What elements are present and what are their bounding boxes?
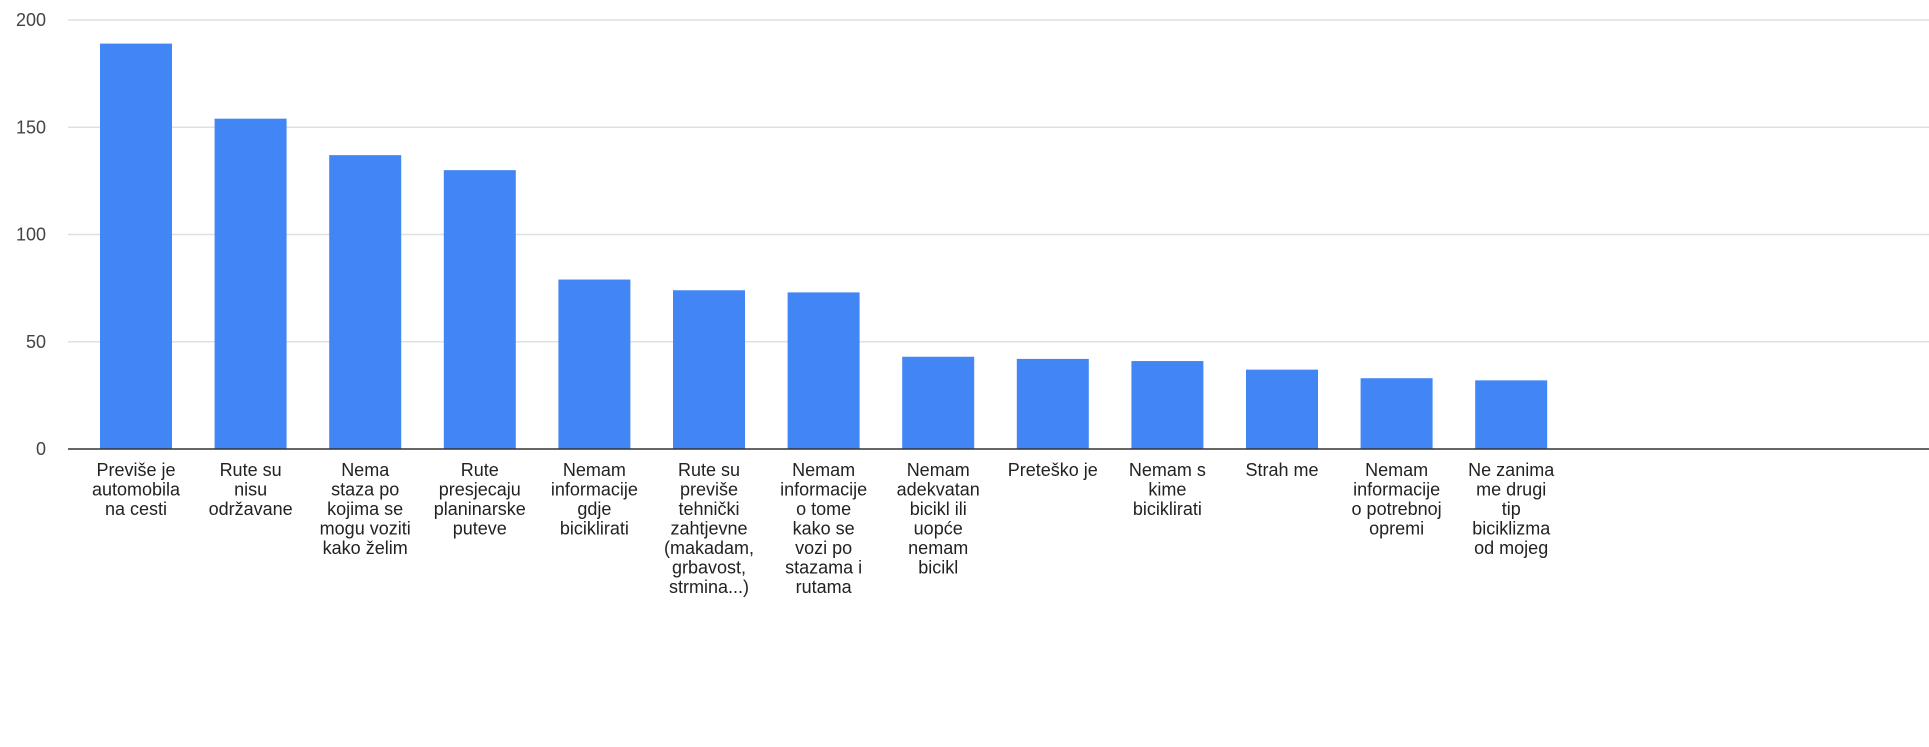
x-tick-label-line: (makadam, bbox=[664, 538, 754, 558]
x-tick-label-line: Nema bbox=[341, 460, 390, 480]
x-tick-label-line: nisu bbox=[234, 480, 267, 500]
x-tick-label-line: Nemam bbox=[563, 460, 626, 480]
x-tick-label: Nemam informacije o potrebnoj opremi bbox=[1352, 460, 1442, 539]
y-tick-label: 0 bbox=[36, 439, 46, 459]
x-tick-label-line: od mojeg bbox=[1474, 538, 1548, 558]
x-tick-label-line: rutama bbox=[796, 577, 853, 597]
x-tick-label-line: o tome bbox=[796, 499, 851, 519]
x-tick-label-line: kako se bbox=[793, 519, 855, 539]
x-tick-label-line: Nemam bbox=[1365, 460, 1428, 480]
x-tick-label-line: kime bbox=[1148, 480, 1186, 500]
x-tick-label-line: grbavost, bbox=[672, 558, 746, 578]
x-tick-label-line: na cesti bbox=[105, 499, 167, 519]
y-tick-label: 100 bbox=[16, 225, 46, 245]
x-tick-label-line: informacije bbox=[1353, 480, 1440, 500]
x-tick-label-line: kako želim bbox=[323, 538, 408, 558]
x-tick-label: Rute presjecaju planinarske puteve bbox=[434, 460, 526, 539]
bar bbox=[214, 118, 287, 450]
bar bbox=[1360, 378, 1433, 449]
x-tick-label-line: mogu voziti bbox=[320, 519, 411, 539]
x-tick-label-line: bicikl bbox=[918, 558, 958, 578]
x-tick-label-line: održavane bbox=[209, 499, 293, 519]
x-tick-label-line: presjecaju bbox=[439, 480, 521, 500]
x-tick-label-line: Nemam bbox=[907, 460, 970, 480]
x-tick-label-line: previše bbox=[680, 480, 738, 500]
x-tick-label-line: automobila bbox=[92, 480, 181, 500]
y-tick-label: 200 bbox=[16, 10, 46, 30]
x-tick-label: Preteško je bbox=[1008, 460, 1098, 480]
x-tick-label-line: adekvatan bbox=[897, 480, 980, 500]
x-tick-label: Nemam s kime biciklirati bbox=[1129, 460, 1206, 519]
x-tick-label-line: vozi po bbox=[795, 538, 852, 558]
x-tick-label-line: me drugi bbox=[1476, 480, 1546, 500]
x-tick-label-line: staza po bbox=[331, 480, 399, 500]
x-tick-label-line: zahtjevne bbox=[670, 519, 747, 539]
x-tick-label-line: informacije bbox=[780, 480, 867, 500]
bar bbox=[558, 279, 631, 449]
bar bbox=[1475, 380, 1548, 449]
y-axis-ticks: 0 50 100 150 200 bbox=[16, 10, 46, 459]
bar bbox=[329, 155, 402, 449]
x-tick-label-line: stazama i bbox=[785, 558, 862, 578]
bar bbox=[787, 292, 860, 449]
x-tick-label-line: informacije bbox=[551, 480, 638, 500]
x-tick-label-line: strmina...) bbox=[669, 577, 749, 597]
x-tick-label-line: biciklirati bbox=[1133, 499, 1202, 519]
x-tick-label-line: kojima se bbox=[327, 499, 403, 519]
bar bbox=[1246, 369, 1318, 449]
x-tick-label-line: Rute su bbox=[678, 460, 740, 480]
x-tick-label-line: bicikl ili bbox=[910, 499, 967, 519]
x-tick-label-line: nemam bbox=[908, 538, 968, 558]
x-tick-label-line: uopće bbox=[914, 519, 963, 539]
y-tick-label: 150 bbox=[16, 117, 46, 137]
x-tick-label: Previše je automobila na cesti bbox=[92, 460, 181, 519]
x-tick-label-line: tehnički bbox=[678, 499, 739, 519]
bar bbox=[673, 290, 745, 449]
x-tick-label-line: planinarske bbox=[434, 499, 526, 519]
x-tick-label: Ne zanima me drugi tip biciklizma od mojeg bbox=[1468, 460, 1555, 558]
x-tick-label: Rute su previše tehnički zahtjevne (makadam,… bbox=[664, 460, 754, 597]
x-tick-label-line: o potrebnoj bbox=[1352, 499, 1442, 519]
x-tick-label-line: biciklirati bbox=[560, 519, 629, 539]
x-tick-label: Nemam adekvatan bicikl ili uopće nemam bicikl bbox=[897, 460, 980, 578]
x-tick-label: Nemam informacije o tome kako se vozi po staz… bbox=[780, 460, 867, 597]
x-tick-label-line: Ne zanima bbox=[1468, 460, 1555, 480]
x-tick-label-line: Strah me bbox=[1245, 460, 1318, 480]
x-tick-label-line: gdje bbox=[577, 499, 611, 519]
x-tick-label-line: Nemam s bbox=[1129, 460, 1206, 480]
x-tick-label-line: opremi bbox=[1369, 519, 1424, 539]
x-tick-label-line: Rute bbox=[461, 460, 499, 480]
x-tick-label-line: tip bbox=[1502, 499, 1521, 519]
x-tick-label: Strah me bbox=[1245, 460, 1318, 480]
bar bbox=[443, 170, 516, 449]
x-tick-label-line: Rute su bbox=[220, 460, 282, 480]
x-tick-label: Rute su nisu održavane bbox=[209, 460, 293, 519]
bar bbox=[1131, 361, 1204, 449]
x-tick-label: Nema staza po kojima se mogu voziti kako žel… bbox=[320, 460, 411, 558]
bars bbox=[100, 43, 1548, 450]
x-tick-label-line: Preteško je bbox=[1008, 460, 1098, 480]
x-tick-label-line: Nemam bbox=[792, 460, 855, 480]
bar bbox=[1016, 358, 1089, 449]
bar bbox=[100, 43, 172, 449]
x-tick-label-line: Previše je bbox=[96, 460, 175, 480]
bar bbox=[902, 356, 975, 449]
x-tick-label-line: puteve bbox=[453, 519, 507, 539]
y-tick-label: 50 bbox=[26, 332, 46, 352]
x-tick-label: Nemam informacije gdje biciklirati bbox=[551, 460, 638, 539]
x-tick-label-line: biciklizma bbox=[1472, 519, 1551, 539]
